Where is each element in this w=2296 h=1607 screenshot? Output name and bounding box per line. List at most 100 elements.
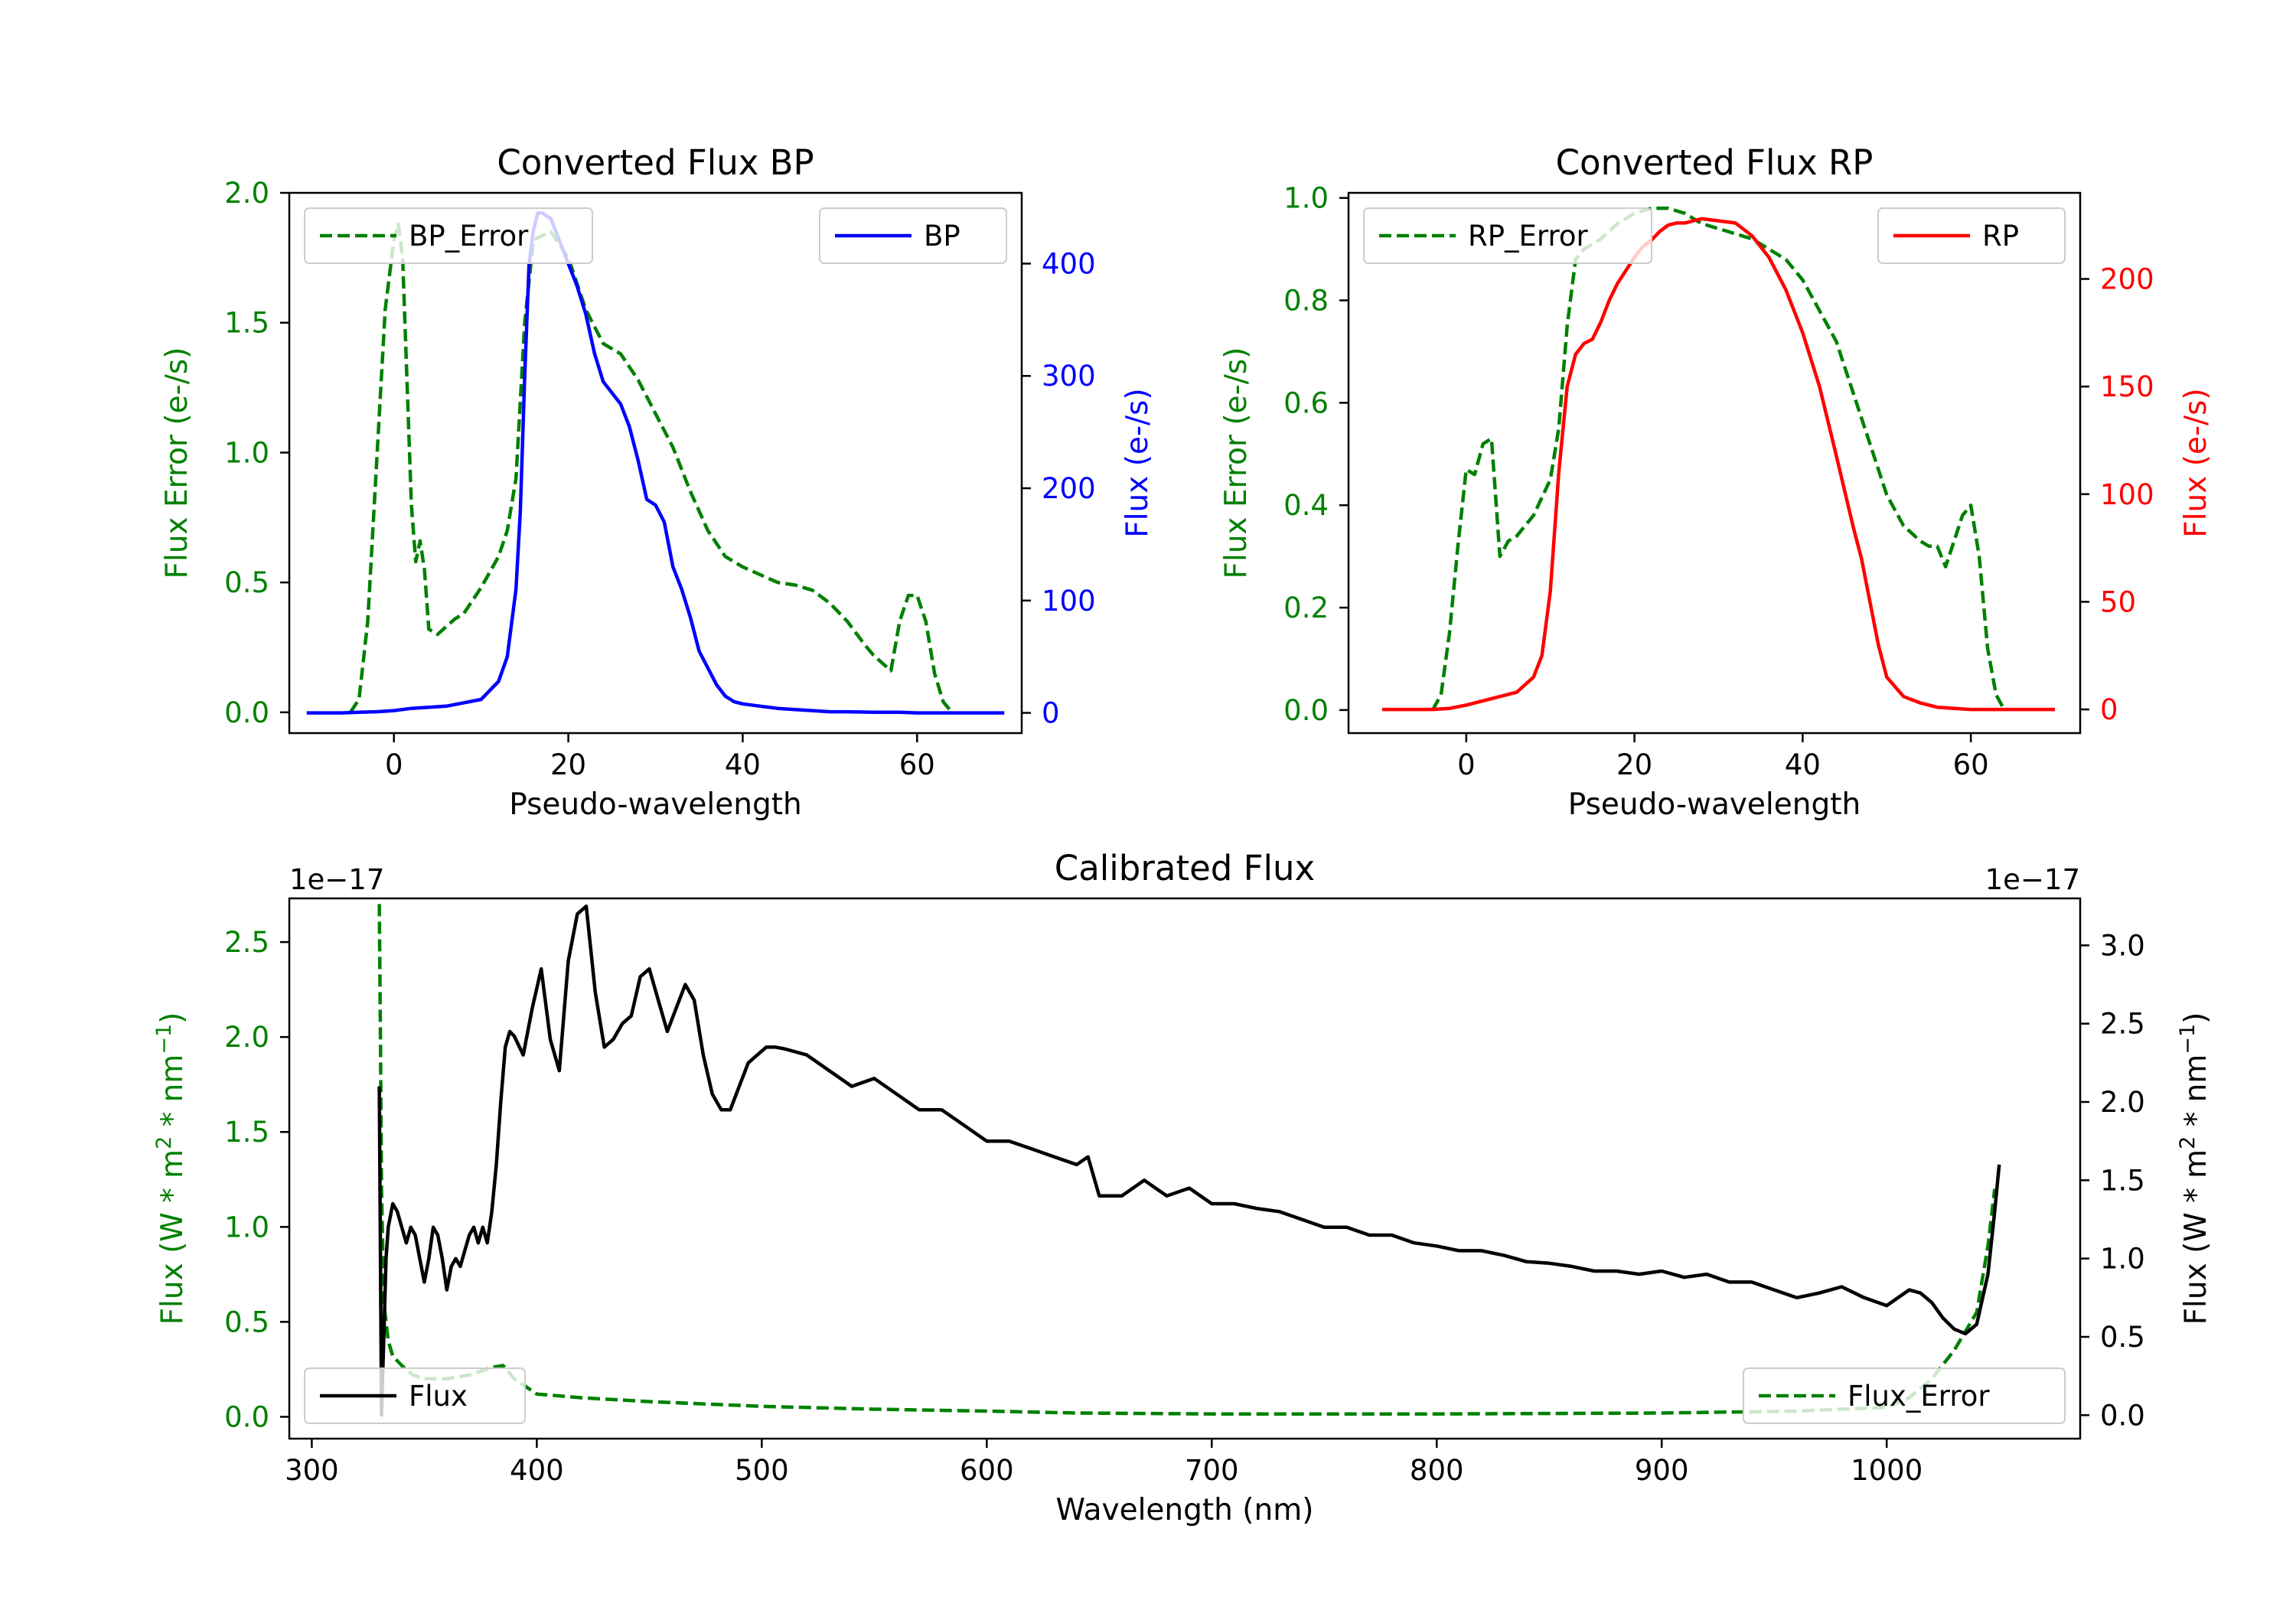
cal-series-flux (377, 904, 2001, 1417)
rp-legend-box (1363, 207, 1652, 264)
cal-yl-tick-label: 1.0 (224, 1211, 269, 1244)
bp-yl-tick-label: 1.0 (224, 436, 269, 469)
bp-legend-box (304, 207, 593, 264)
bp-x-tick-label: 60 (899, 748, 935, 781)
cal-x-tick-label: 600 (960, 1454, 1014, 1487)
rp-axes-frame (1347, 191, 2082, 735)
cal-y-label-right-part: −1 (2176, 1024, 2200, 1054)
bp-y-label-right: Flux (e-/s) (1120, 388, 1155, 537)
bp-series-bp-error (348, 222, 954, 714)
rp-y-label-left: Flux Error (e-/s) (1219, 347, 1254, 579)
rp-x-tick-label: 40 (1785, 748, 1821, 781)
bp-yr-tick-label: 0 (1042, 697, 1060, 730)
cal-legend-label: Flux (409, 1380, 468, 1413)
rp-legend-label: RP_Error (1468, 220, 1588, 253)
cal-y-label-right: Flux (W * m2 * nm−1) (2176, 1012, 2214, 1325)
rp-yr-tick-label: 150 (2100, 370, 2154, 403)
cal-x-label: Wavelength (nm) (1056, 1493, 1314, 1527)
rp-legend-left: RP_Error (1363, 207, 1652, 264)
cal-yr-tick-label: 2.5 (2100, 1008, 2145, 1041)
cal-yl-tick-label: 0.5 (224, 1305, 269, 1338)
cal-y-label-right-part: 2 (2176, 1136, 2200, 1149)
cal-y-label-right-part: ) (2179, 1012, 2213, 1024)
cal-y-label-right-part: Flux (W * m (2179, 1149, 2213, 1325)
rp-series-rp-error (1430, 206, 2007, 711)
bp-yr-tick-label: 200 (1042, 472, 1096, 505)
bp-panel: 0 20 40 60 0.0 0.5 1.0 1.5 2.0 0 100 200 300 400 Conve… (160, 142, 1155, 822)
cal-yl-tick-label: 0.0 (224, 1400, 269, 1433)
cal-yr-tick-label: 1.0 (2100, 1243, 2145, 1276)
cal-legend-left: Flux (304, 1367, 526, 1424)
rp-legend-label: RP (1982, 220, 2019, 253)
cal-x-tick-label: 1000 (1851, 1454, 1923, 1487)
rp-title: Converted Flux RP (1556, 142, 1874, 183)
cal-y-label-left-part: Flux (W * m (155, 1149, 190, 1325)
bp-yl-tick-label: 0.0 (224, 696, 269, 729)
rp-legend-box (1877, 207, 2066, 264)
rp-panel: 0 20 40 60 0.0 0.2 0.4 0.6 0.8 1.0 0 50 100 150 200 Con… (1219, 142, 2213, 822)
rp-x-tick-label: 0 (1457, 748, 1476, 781)
rp-x-tick-label: 20 (1616, 748, 1652, 781)
cal-yr-tick-label: 0.0 (2100, 1399, 2145, 1432)
bp-x-tick-label: 0 (385, 748, 403, 781)
bp-yl-tick-label: 1.5 (224, 307, 269, 340)
cal-y-label-left: Flux (W * m2 * nm−1) (152, 1012, 191, 1325)
bp-x-tick-label: 20 (550, 748, 586, 781)
bp-legend-box (819, 207, 1007, 264)
bp-x-label: Pseudo-wavelength (509, 787, 801, 822)
cal-yl-tick-label: 2.5 (224, 926, 269, 959)
rp-yl-tick-label: 0.4 (1283, 489, 1329, 522)
bp-series-bp (306, 211, 1005, 715)
cal-legend-box (304, 1367, 526, 1424)
rp-yr-tick-label: 50 (2100, 585, 2136, 618)
cal-y-label-left-part: ) (155, 1012, 190, 1024)
cal-legend-label: Flux_Error (1848, 1380, 1990, 1413)
bp-yr-tick-label: 100 (1042, 585, 1096, 618)
cal-x-tick-label: 500 (735, 1454, 789, 1487)
bp-x-tick-label: 40 (725, 748, 761, 781)
cal-x-tick-label: 800 (1410, 1454, 1464, 1487)
rp-yl-tick-label: 0.6 (1283, 386, 1329, 419)
bp-legend-right: BP (819, 207, 1007, 264)
rp-legend-right: RP (1877, 207, 2066, 264)
cal-yr-tick-label: 3.0 (2100, 929, 2145, 962)
rp-x-tick-label: 60 (1953, 748, 1989, 781)
cal-title: Calibrated Flux (1055, 848, 1315, 888)
cal-offset-right: 1e−17 (1985, 863, 2080, 896)
cal-yr-tick-label: 2.0 (2100, 1086, 2145, 1119)
rp-yl-tick-label: 0.0 (1283, 694, 1329, 727)
cal-legend-box (1743, 1367, 2066, 1424)
rp-yr-tick-label: 200 (2100, 263, 2154, 296)
cal-y-label-left-part: 2 (152, 1136, 176, 1149)
cal-yr-tick-label: 0.5 (2100, 1321, 2145, 1354)
cal-legend-right: Flux_Error (1743, 1367, 2066, 1424)
cal-y-label-right-part: * nm (2179, 1054, 2213, 1136)
bp-yl-tick-label: 2.0 (224, 177, 269, 210)
rp-yl-tick-label: 0.8 (1283, 285, 1329, 318)
rp-yr-tick-label: 0 (2100, 693, 2118, 726)
bp-legend-label: BP_Error (409, 220, 529, 253)
cal-x-tick-label: 700 (1185, 1454, 1239, 1487)
bp-legend-left: BP_Error (304, 207, 593, 264)
bp-axes-frame (288, 191, 1023, 735)
rp-x-label: Pseudo-wavelength (1568, 787, 1861, 822)
cal-yl-tick-label: 2.0 (224, 1021, 269, 1054)
bp-yl-tick-label: 0.5 (224, 566, 269, 599)
rp-series-rp (1382, 217, 2055, 712)
cal-panel: 300 400 500 600 700 800 900 1000 0.0 0.5 1.0 1.5 2.0… (152, 848, 2214, 1527)
cal-x-tick-label: 300 (285, 1454, 339, 1487)
rp-yl-tick-label: 0.2 (1283, 592, 1329, 624)
bp-title: Converted Flux BP (497, 142, 814, 183)
cal-offset-left: 1e−17 (289, 863, 384, 896)
cal-axes-frame (288, 897, 2082, 1440)
bp-legend-label: BP (924, 220, 960, 253)
cal-series-flux-error (377, 904, 1997, 1416)
bp-y-label-left: Flux Error (e-/s) (160, 347, 194, 579)
rp-y-label-right: Flux (e-/s) (2179, 388, 2213, 537)
cal-y-label-left-part: * nm (155, 1054, 190, 1136)
cal-y-label-left-part: −1 (152, 1024, 176, 1054)
cal-yr-tick-label: 1.5 (2100, 1164, 2145, 1197)
cal-yl-tick-label: 1.5 (224, 1116, 269, 1149)
cal-x-tick-label: 900 (1635, 1454, 1689, 1487)
